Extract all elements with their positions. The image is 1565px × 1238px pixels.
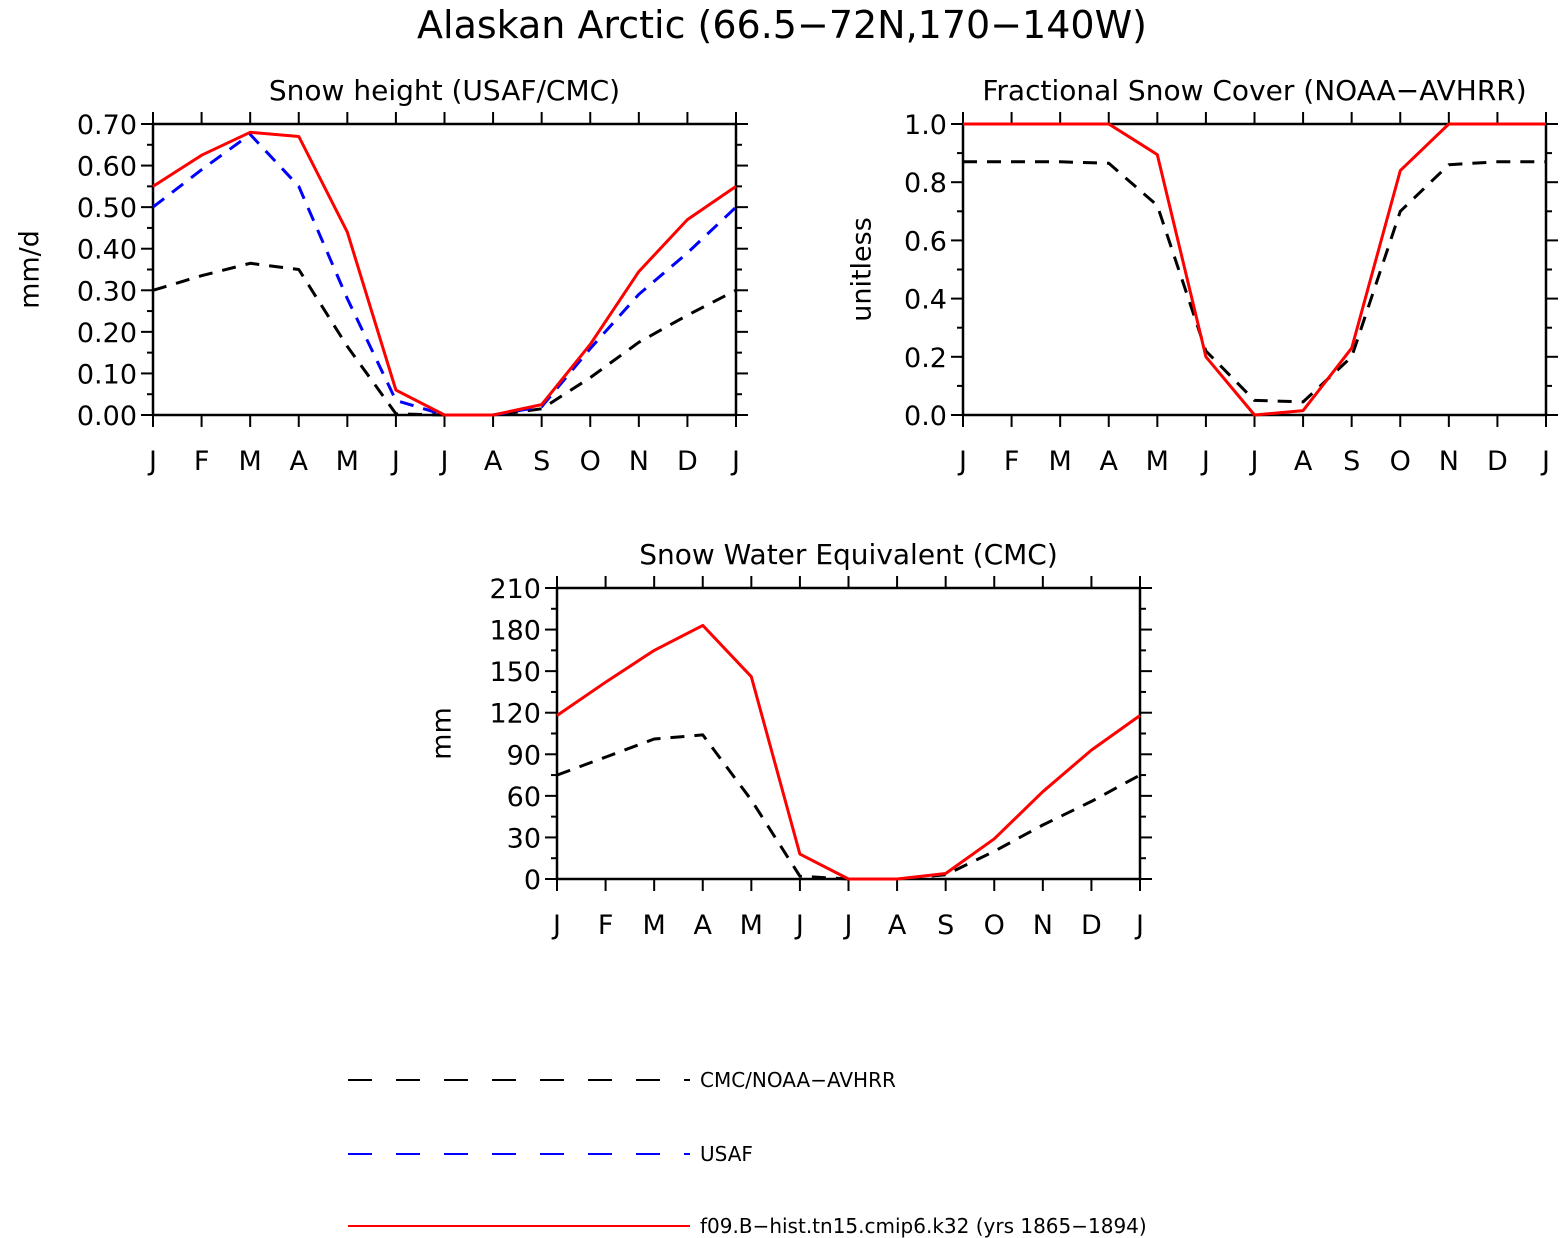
x-tick-label: J: [551, 910, 561, 941]
y-tick-label: 0.50: [77, 193, 137, 224]
x-tick-label: O: [1390, 446, 1411, 477]
x-tick-label: J: [957, 446, 967, 477]
x-tick-label: N: [1439, 446, 1459, 477]
series-line: [152, 132, 738, 417]
x-tick-label: M: [643, 910, 666, 941]
y-tick-label: 0.40: [77, 235, 137, 266]
panel-snow-water-equivalent: Snow Water Equivalent (CMC)mmJ F M A M J J A S O N…: [427, 538, 1152, 941]
x-tick-label: J: [794, 910, 804, 941]
x-tick-label: N: [1033, 910, 1053, 941]
figure-title: Alaskan Arctic (66.5−72N,170−140W): [417, 3, 1147, 47]
y-tick-label: 0.8: [904, 168, 947, 199]
panel-fractional-snow-cover: Fractional Snow Cover (NOAA−AVHRR) unitle…: [847, 74, 1558, 477]
x-tick-label: F: [598, 910, 614, 941]
y-tick-label: 0.4: [904, 285, 947, 316]
x-tick-label: M: [740, 910, 763, 941]
x-tick-label: O: [580, 446, 601, 477]
y-axis-label: unitless: [847, 217, 878, 322]
legend: CMC/NOAA−AVHRR USAF f09.B−hist.tn15.cmip6.…: [348, 1068, 1147, 1238]
y-tick-label: 1.0: [904, 110, 947, 141]
y-tick-label: 0.60: [77, 152, 137, 183]
x-tick-label: S: [533, 446, 550, 477]
x-tick-label: J: [730, 446, 740, 477]
x-tick-label: D: [677, 446, 698, 477]
legend-label: CMC/NOAA−AVHRR: [700, 1068, 896, 1092]
series-line: [556, 623, 1141, 881]
x-tick-label: J: [439, 446, 449, 477]
y-tick-label: 0.70: [77, 110, 137, 141]
x-tick-label: J: [147, 446, 157, 477]
y-tick-label: 0.00: [77, 401, 137, 432]
y-tick-label: 210: [489, 574, 541, 605]
panel-title: Fractional Snow Cover (NOAA−AVHRR): [982, 74, 1526, 107]
y-tick-label: 150: [489, 657, 541, 688]
x-tick-label: J: [390, 446, 400, 477]
x-tick-label: J: [1249, 446, 1259, 477]
x-tick-label: A: [1294, 446, 1313, 477]
y-tick-label: 0.30: [77, 276, 137, 307]
x-tick-label: A: [888, 910, 907, 941]
x-tick-label: J: [1200, 446, 1210, 477]
legend-label: USAF: [700, 1142, 753, 1166]
y-tick-label: 0.2: [904, 343, 947, 374]
x-tick-label: N: [629, 446, 649, 477]
x-tick-label: M: [239, 446, 262, 477]
series-line: [152, 130, 737, 417]
y-tick-label: 60: [507, 782, 541, 813]
y-tick-label: 0.20: [77, 318, 137, 349]
y-tick-label: 180: [489, 616, 541, 647]
x-tick-label: J: [1540, 446, 1550, 477]
plot-frame: [555, 586, 1142, 881]
panel-title: Snow Water Equivalent (CMC): [639, 538, 1058, 571]
plot-frame: [151, 122, 738, 417]
x-tick-label: M: [1049, 446, 1072, 477]
y-tick-label: 90: [507, 740, 541, 771]
x-tick-label: F: [1004, 446, 1020, 477]
x-tick-label: J: [1134, 910, 1144, 941]
panel-snow-height: Snow height (USAF/CMC)mm/dJ F M A M J J A S O N D J0…: [15, 74, 748, 477]
x-tick-label: O: [984, 910, 1005, 941]
y-axis-label: mm/d: [15, 230, 46, 309]
y-tick-label: 0.10: [77, 359, 137, 390]
y-tick-label: 0: [524, 865, 541, 896]
series-line: [152, 261, 737, 417]
panel-title: Snow height (USAF/CMC): [269, 74, 620, 107]
plot-frame: [961, 122, 1548, 417]
x-tick-label: A: [290, 446, 309, 477]
y-tick-label: 120: [489, 699, 541, 730]
x-tick-label: S: [1343, 446, 1360, 477]
legend-label: f09.B−hist.tn15.cmip6.k32 (yrs 1865−1894…: [700, 1214, 1147, 1238]
x-tick-label: A: [484, 446, 503, 477]
y-tick-label: 0.0: [904, 401, 947, 432]
x-tick-label: A: [1100, 446, 1119, 477]
x-tick-label: D: [1487, 446, 1508, 477]
series-line: [963, 160, 1546, 404]
x-tick-label: M: [1146, 446, 1169, 477]
y-axis-label: mm: [427, 707, 458, 760]
y-tick-label: 30: [507, 823, 541, 854]
x-tick-label: F: [194, 446, 210, 477]
series-line: [963, 122, 1546, 417]
x-tick-label: D: [1081, 910, 1102, 941]
x-tick-label: S: [937, 910, 954, 941]
x-tick-label: M: [336, 446, 359, 477]
x-tick-label: J: [843, 910, 853, 941]
series-line: [556, 733, 1141, 881]
y-tick-label: 0.6: [904, 226, 947, 257]
x-tick-label: A: [694, 910, 713, 941]
